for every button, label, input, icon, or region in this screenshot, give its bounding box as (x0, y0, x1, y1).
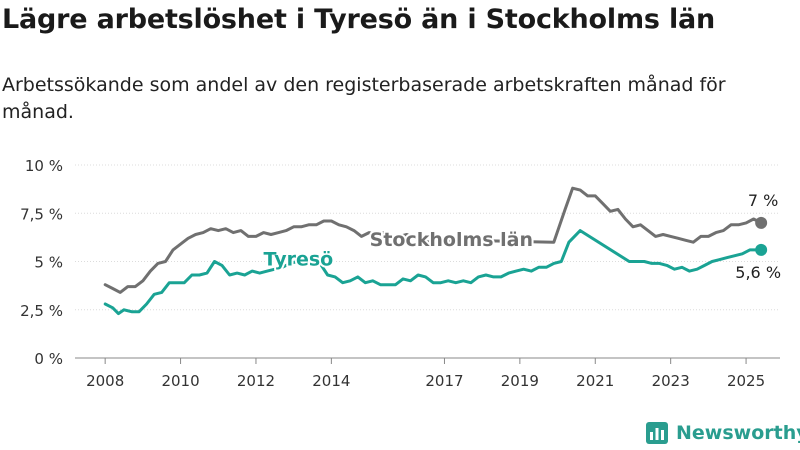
y-tick-label: 7,5 % (20, 205, 63, 223)
x-tick-label: 2012 (237, 372, 275, 390)
series-label-stockholms-lan: Stockholms län (370, 229, 533, 251)
y-tick-label: 2,5 % (20, 302, 63, 320)
brand-name: Newsworthy (676, 422, 800, 444)
x-tick-label: 2008 (86, 372, 124, 390)
x-tick-label: 2023 (652, 372, 690, 390)
series-label-tyreso: Tyresö (264, 248, 334, 270)
x-tick-label: 2014 (312, 372, 350, 390)
x-tick-label: 2017 (425, 372, 463, 390)
newsworthy-chart-logo-icon (646, 422, 668, 444)
chart-subtitle: Arbetssökande som andel av den registerb… (2, 74, 726, 123)
line-chart: 0 % 2,5 % 5 % 7,5 % 10 % 2008 2010 2012 2014 2017… (20, 157, 781, 390)
x-tick-label: 2025 (727, 372, 765, 390)
brand: Newsworthy (646, 420, 800, 446)
series-line-tyreso (103, 229, 763, 316)
series-end-point-stockholms-lan (755, 216, 768, 229)
chart-title: Lägre arbetslöshet i Tyresö än i Stockho… (2, 4, 716, 35)
y-tick-label: 10 % (25, 157, 63, 175)
end-value-label-stockholms-lan: 7 % (748, 191, 778, 210)
x-tick-label: 2021 (576, 372, 614, 390)
x-tick-label: 2019 (501, 372, 539, 390)
y-tick-label: 5 % (34, 254, 63, 272)
y-tick-label: 0 % (34, 350, 63, 368)
series-end-point-tyreso (755, 243, 768, 256)
series-line-stockholms-lan (103, 186, 763, 294)
x-tick-label: 2010 (161, 372, 199, 390)
end-value-label-tyreso: 5,6 % (735, 263, 781, 282)
